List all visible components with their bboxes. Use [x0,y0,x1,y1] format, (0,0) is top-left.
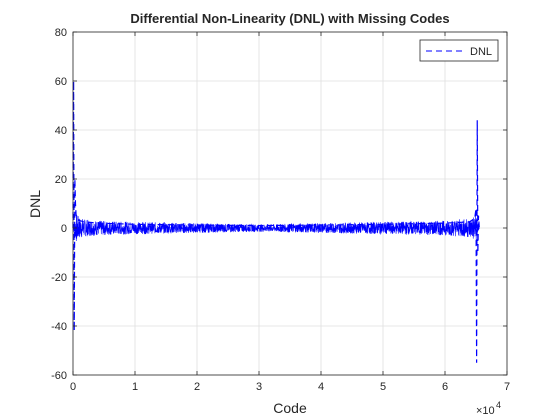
x-tick-label: 5 [380,381,386,393]
x-tick-label: 1 [132,381,138,393]
y-tick-label: 0 [61,223,67,235]
y-axis-label: DNL [27,190,43,218]
x-tick-label: 7 [504,381,510,393]
x-tick-label: 3 [256,381,262,393]
chart-title: Differential Non-Linearity (DNL) with Mi… [130,11,449,26]
y-tick-label: 60 [55,76,67,88]
y-tick-label: 80 [55,27,67,39]
x-axis-exponent-power: 4 [496,400,501,410]
x-tick-label: 0 [70,381,76,393]
y-tick-label: -60 [51,370,67,382]
x-axis-exponent-base: ×10 [476,405,495,417]
x-tick-label: 2 [194,381,200,393]
x-tick-label: 6 [442,381,448,393]
plot-area [73,32,507,375]
y-tick-label: -40 [51,321,67,333]
legend-label-dnl: DNL [470,46,492,58]
y-tick-label: 40 [55,125,67,137]
legend: DNL [420,40,498,61]
y-tick-label: -20 [51,272,67,284]
x-axis-label: Code [273,400,307,416]
x-tick-label: 4 [318,381,324,393]
y-tick-label: 20 [55,174,67,186]
